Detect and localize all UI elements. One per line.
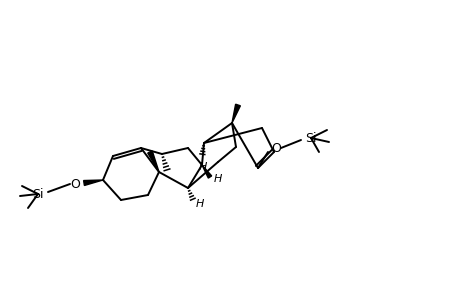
Polygon shape	[147, 151, 159, 172]
Text: H: H	[198, 162, 207, 172]
Text: O: O	[270, 142, 280, 155]
Polygon shape	[202, 165, 211, 178]
Text: H: H	[196, 199, 204, 209]
Polygon shape	[231, 104, 240, 123]
Text: Si: Si	[32, 188, 44, 200]
Text: H: H	[213, 174, 222, 184]
Polygon shape	[84, 180, 103, 185]
Text: Si: Si	[305, 131, 316, 145]
Text: O: O	[70, 178, 80, 190]
